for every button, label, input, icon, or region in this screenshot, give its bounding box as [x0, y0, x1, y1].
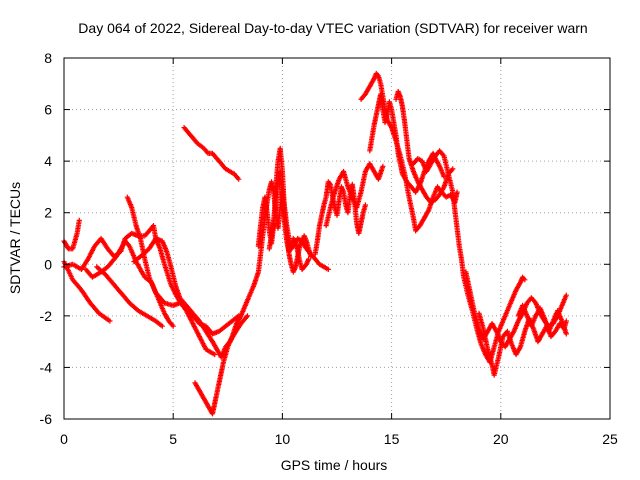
- y-tick-label: 6: [44, 102, 52, 118]
- y-tick-label: 0: [44, 256, 52, 272]
- axis-ticks: 0 5 10 15 20 25 -6 -4 -2 0 2 4 6 8: [40, 50, 618, 447]
- data-point-marker: [380, 163, 386, 169]
- series-track-15: [358, 70, 460, 234]
- x-tick-label: 10: [275, 431, 291, 447]
- y-tick-label: 2: [44, 205, 52, 221]
- series-track-7: [131, 235, 251, 360]
- series-track-13: [323, 161, 386, 229]
- data-point-marker: [450, 166, 456, 172]
- x-tick-label: 0: [60, 431, 68, 447]
- data-point-marker: [244, 313, 251, 319]
- grid: [64, 58, 610, 419]
- y-tick-label: 8: [44, 50, 52, 66]
- y-axis-label: SDTVAR / TECUs: [7, 182, 23, 294]
- series-track-1: [61, 217, 82, 252]
- data-point-marker: [159, 323, 165, 329]
- data-point-marker: [76, 217, 82, 223]
- x-tick-label: 20: [493, 431, 509, 447]
- x-axis-label: GPS time / hours: [281, 457, 388, 473]
- data-point-marker: [563, 331, 569, 337]
- data-point-marker: [212, 351, 218, 358]
- chart-title: Day 064 of 2022, Sidereal Day-to-day VTE…: [78, 20, 587, 36]
- x-tick-label: 5: [169, 431, 177, 447]
- series-track-9: [192, 179, 312, 417]
- data-point-marker: [563, 292, 569, 298]
- data-points: [61, 70, 569, 417]
- series-track-16: [393, 88, 456, 205]
- data-point-marker: [362, 202, 368, 208]
- x-tick-label: 25: [602, 431, 618, 447]
- y-tick-label: -2: [40, 308, 53, 324]
- series-track-11: [266, 168, 331, 272]
- y-tick-label: -4: [40, 359, 53, 375]
- series-track-5: [94, 264, 165, 329]
- data-point-marker: [522, 277, 528, 283]
- plot-frame: [63, 57, 611, 420]
- series-track-8: [181, 125, 242, 182]
- data-point-marker: [107, 318, 113, 324]
- y-tick-label: 4: [44, 153, 52, 169]
- data-point-marker: [325, 266, 331, 272]
- series-track-20: [515, 302, 569, 337]
- series-track-2: [61, 259, 113, 324]
- data-point-marker: [170, 323, 176, 329]
- x-tick-label: 15: [384, 431, 400, 447]
- y-tick-label: -6: [40, 411, 53, 427]
- data-point-marker: [236, 176, 242, 182]
